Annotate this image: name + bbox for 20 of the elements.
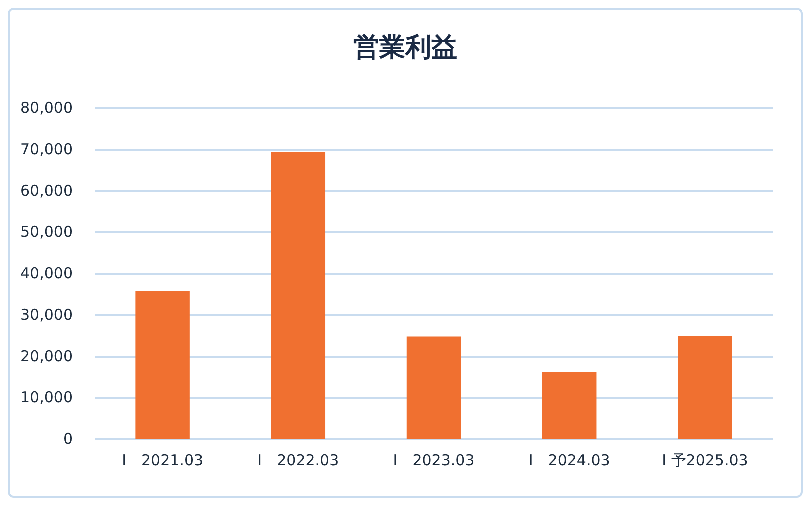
bar — [136, 291, 190, 439]
y-tick-label: 10,000 — [20, 388, 73, 407]
y-tick-label: 40,000 — [20, 264, 73, 282]
y-tick-label: 20,000 — [20, 347, 73, 366]
bar — [271, 152, 326, 439]
bar — [406, 336, 462, 439]
bar — [678, 336, 732, 439]
x-tick-label: I 2023.03 — [393, 452, 475, 470]
x-tick-label: I 2024.03 — [528, 452, 610, 470]
y-tick-label: 60,000 — [20, 182, 73, 200]
y-tick-label: 80,000 — [20, 99, 73, 117]
bar — [542, 372, 597, 439]
y-tick-label: 30,000 — [20, 306, 73, 324]
x-tick-label: I 2021.03 — [122, 452, 204, 470]
y-tick-label: 0 — [63, 430, 73, 448]
x-tick-label: I 2022.03 — [258, 452, 340, 470]
chart-title: 営業利益 — [354, 33, 458, 63]
x-tick-label: I 予2025.03 — [662, 452, 748, 470]
y-tick-label: 50,000 — [20, 223, 73, 242]
y-tick-label: 70,000 — [20, 140, 73, 158]
